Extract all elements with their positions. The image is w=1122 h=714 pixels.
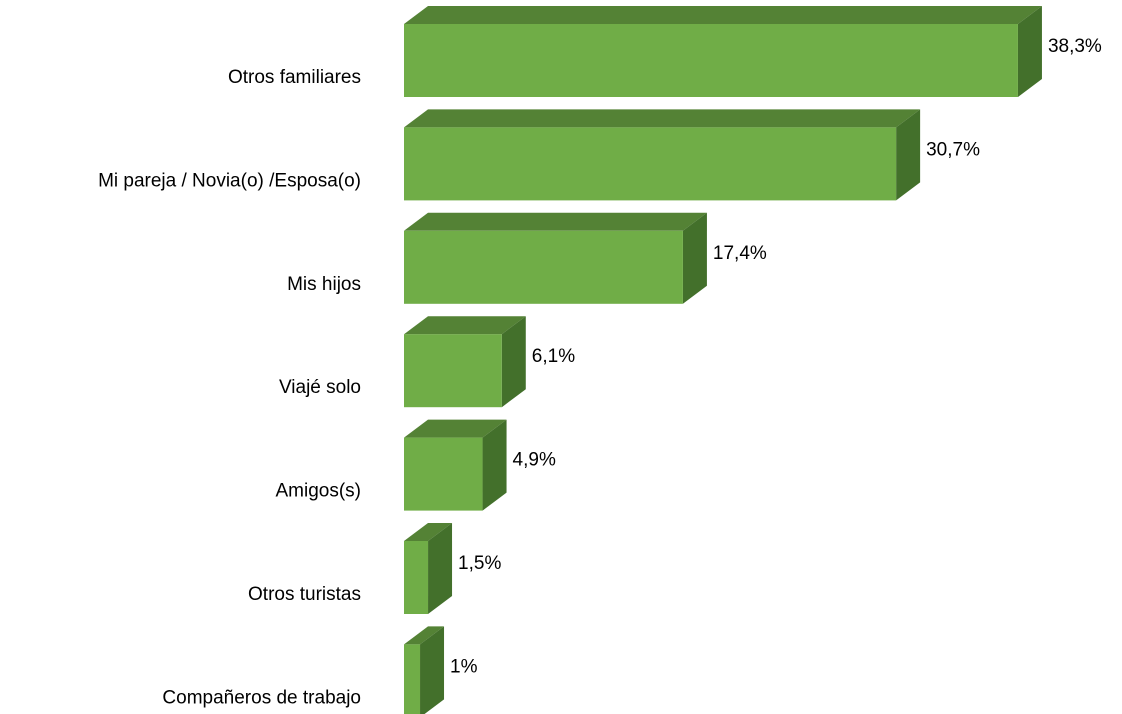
- category-label: Mi pareja / Novia(o) /Esposa(o): [98, 170, 361, 191]
- bar-top: [404, 316, 526, 335]
- bar: [404, 626, 445, 714]
- bar-side: [482, 419, 507, 511]
- bar-front: [404, 437, 483, 511]
- bar-side: [428, 523, 453, 614]
- bar-front: [404, 334, 502, 408]
- value-label: 1%: [450, 656, 478, 677]
- bar: [404, 316, 526, 408]
- category-label: Compañeros de trabajo: [162, 687, 361, 708]
- category-label: Mis hijos: [287, 274, 361, 295]
- category-label: Otros turistas: [248, 584, 361, 605]
- bar-side: [1017, 6, 1042, 97]
- bar-front: [404, 541, 429, 614]
- category-label: Viajé solo: [279, 377, 361, 398]
- value-label: 1,5%: [458, 553, 501, 574]
- bar-side: [501, 316, 526, 408]
- value-label: 4,9%: [513, 450, 556, 471]
- bar-front: [404, 230, 683, 304]
- bar: [404, 109, 921, 201]
- bar-top: [404, 626, 445, 645]
- category-label: Amigos(s): [275, 481, 361, 502]
- value-label: 38,3%: [1048, 36, 1102, 57]
- bar-top: [404, 109, 921, 128]
- bar-front: [404, 127, 897, 201]
- bar-side: [682, 212, 707, 304]
- value-label: 17,4%: [713, 243, 767, 264]
- bar-top: [404, 212, 707, 231]
- bar: [404, 523, 453, 614]
- bar: [404, 6, 1042, 97]
- bar-top: [404, 523, 453, 541]
- bar-top: [404, 6, 1042, 24]
- bar: [404, 419, 507, 511]
- value-label: 30,7%: [926, 139, 980, 160]
- category-label: Otros familiares: [228, 67, 361, 88]
- value-label: 6,1%: [532, 346, 575, 367]
- bar-top: [404, 419, 507, 438]
- bar: [404, 212, 707, 304]
- bar-front: [404, 644, 421, 714]
- bar-front: [404, 24, 1018, 97]
- bar-side: [420, 626, 445, 714]
- bar-side: [896, 109, 921, 201]
